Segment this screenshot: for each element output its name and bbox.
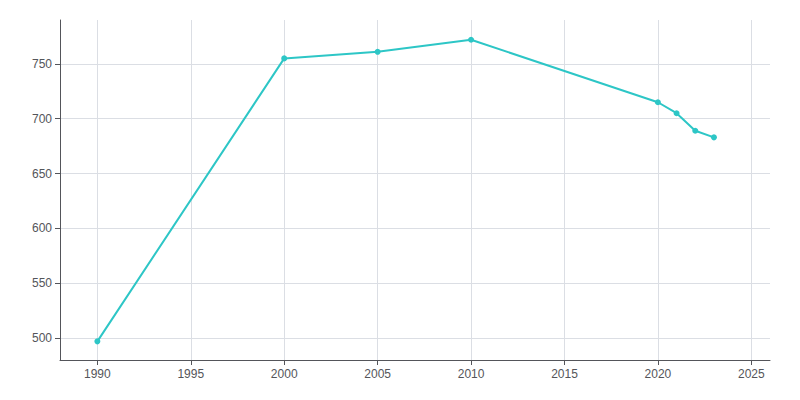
- svg-text:1995: 1995: [177, 367, 204, 381]
- svg-text:2015: 2015: [551, 367, 578, 381]
- svg-text:2020: 2020: [645, 367, 672, 381]
- svg-text:550: 550: [32, 276, 52, 290]
- svg-text:2000: 2000: [271, 367, 298, 381]
- svg-text:600: 600: [32, 221, 52, 235]
- svg-text:2005: 2005: [364, 367, 391, 381]
- svg-text:2010: 2010: [458, 367, 485, 381]
- svg-text:500: 500: [32, 331, 52, 345]
- svg-text:650: 650: [32, 167, 52, 181]
- svg-text:2025: 2025: [738, 367, 765, 381]
- svg-text:700: 700: [32, 112, 52, 126]
- svg-text:1990: 1990: [84, 367, 111, 381]
- svg-text:750: 750: [32, 57, 52, 71]
